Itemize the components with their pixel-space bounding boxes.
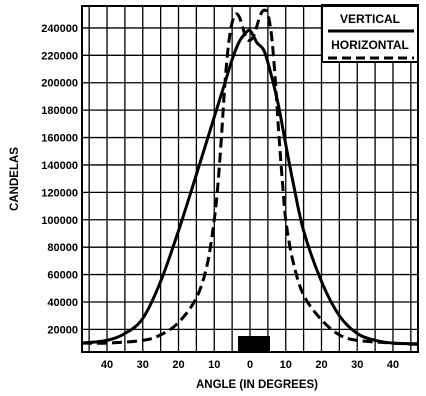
legend: VERTICAL HORIZONTAL — [321, 4, 419, 63]
x-tick-label: 10 — [208, 359, 220, 371]
x-tick-label: 0 — [247, 359, 253, 371]
x-tick-label: 40 — [387, 359, 399, 371]
x-tick-label: 40 — [101, 359, 113, 371]
y-tick-labels: 20000 40000 60000 80000 100000 120000 140000 16… — [41, 23, 78, 336]
series-line-horizontal — [81, 8, 419, 346]
legend-label-vertical: VERTICAL — [340, 12, 400, 26]
y-tick-label: 120000 — [41, 187, 78, 199]
y-tick-label: 140000 — [41, 160, 78, 172]
x-axis-title: ANGLE (IN DEGREES) — [196, 379, 318, 391]
y-tick-label: 160000 — [41, 133, 78, 145]
series-layer — [81, 8, 419, 346]
x-tick-label: 30 — [137, 359, 149, 371]
y-tick-label: 100000 — [41, 215, 78, 227]
legend-label-horizontal: HORIZONTAL — [331, 38, 409, 52]
y-tick-label: 40000 — [47, 297, 78, 309]
x-tick-label: 30 — [351, 359, 363, 371]
light-source-marker — [238, 336, 270, 352]
y-tick-label: 220000 — [41, 50, 78, 62]
x-tick-label: 20 — [315, 359, 327, 371]
x-tick-label: 20 — [172, 359, 184, 371]
x-tick-label: 10 — [280, 359, 292, 371]
y-tick-label: 200000 — [41, 78, 78, 90]
y-tick-label: 60000 — [47, 270, 78, 282]
y-tick-label: 240000 — [41, 23, 78, 35]
x-tick-labels: 40 30 20 10 0 10 20 30 40 — [101, 359, 399, 371]
y-tick-label: 20000 — [47, 324, 78, 336]
grid — [82, 6, 418, 352]
y-tick-label: 180000 — [41, 105, 78, 117]
y-axis-title: CANDELAS — [9, 147, 21, 211]
plot-frame — [81, 5, 419, 353]
y-tick-label: 80000 — [47, 242, 78, 254]
